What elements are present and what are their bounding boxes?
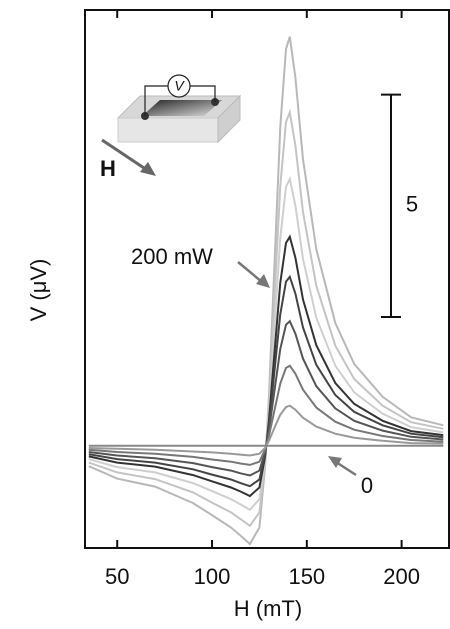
data-line	[88, 175, 444, 512]
annotation-arrowhead	[256, 274, 270, 288]
plot-frame	[84, 9, 450, 549]
data-line	[88, 364, 444, 466]
inset-field-label: H	[100, 156, 116, 181]
data-line	[88, 319, 444, 477]
x-tick-label: 50	[105, 564, 129, 589]
x-tick-label: 200	[383, 564, 420, 589]
inset-schematic	[101, 74, 242, 176]
annotation-arrow	[335, 460, 357, 477]
y-axis-label: V (μV)	[26, 259, 51, 322]
x-tick-label: 100	[194, 564, 231, 589]
annotation: 200 mW	[131, 244, 213, 269]
scale-bar-label: 5	[406, 192, 418, 217]
data-line	[88, 234, 444, 498]
x-axis-label: H (mT)	[234, 596, 302, 621]
data-line	[88, 36, 444, 546]
inset-voltmeter-label: V	[174, 78, 185, 94]
data-line	[88, 404, 444, 457]
annotation: 0	[361, 473, 373, 498]
data-line	[88, 108, 444, 528]
annotation-arrow	[237, 261, 263, 283]
data-line	[88, 274, 444, 488]
annotation-arrowhead	[328, 456, 342, 468]
x-tick-label: 150	[288, 564, 325, 589]
